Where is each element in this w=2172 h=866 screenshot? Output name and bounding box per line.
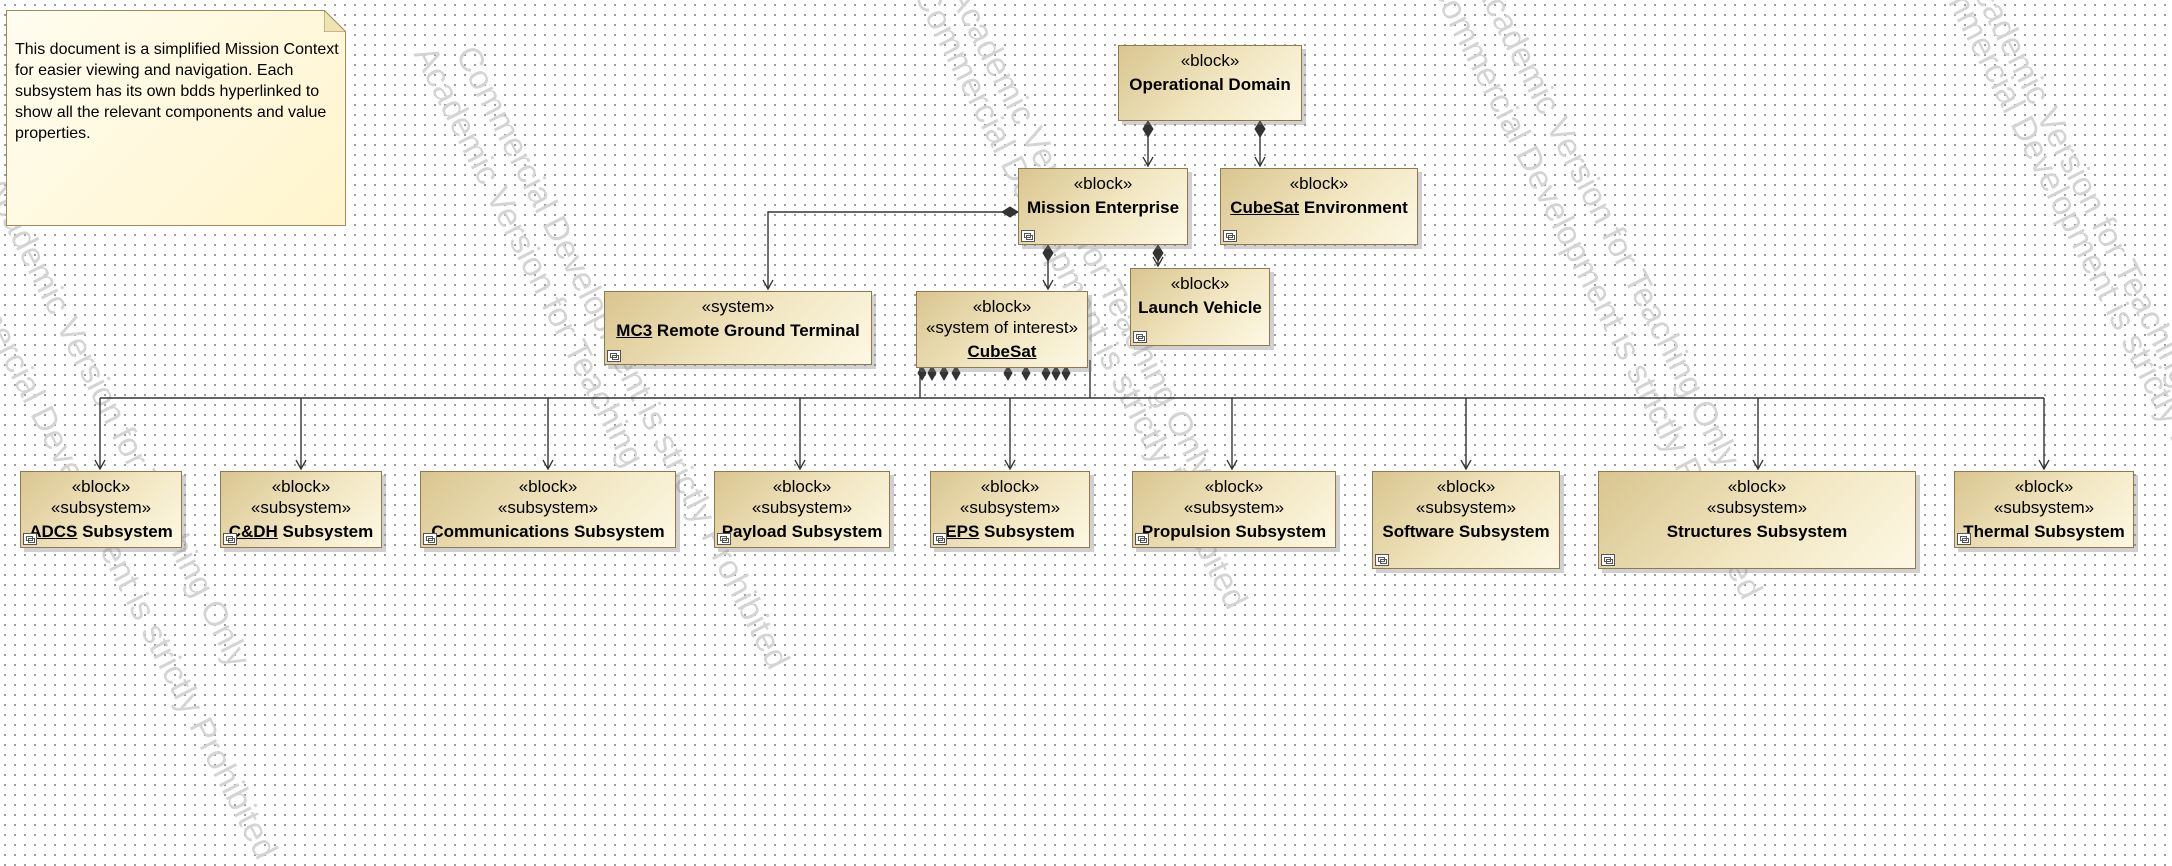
block-software-subsystem[interactable]: «block» «subsystem» Software Subsystem [1372, 471, 1560, 569]
block-adcs-subsystem[interactable]: «block» «subsystem» ADCS Subsystem [20, 471, 182, 548]
diagram-note: This document is a simplified Mission Co… [6, 10, 346, 226]
block-name: Operational Domain [1129, 75, 1291, 94]
block-propulsion-subsystem[interactable]: «block» «subsystem» Propulsion Subsystem [1132, 471, 1336, 548]
diagram-link-icon[interactable] [1135, 533, 1149, 545]
stereotype-label: «block» [271, 477, 331, 496]
hyperlink-name[interactable]: CubeSat [967, 342, 1037, 361]
hyperlink-name[interactable]: ADCS [29, 522, 78, 541]
stereotype-label: «block» [1073, 174, 1133, 193]
block-name: CubeSat [917, 340, 1087, 364]
block-payload-subsystem[interactable]: «block» «subsystem» Payload Subsystem [714, 471, 890, 548]
stereotype-label: «subsystem» [1183, 498, 1285, 517]
block-name: CubeSat Environment [1230, 198, 1408, 217]
diagram-link-icon[interactable] [933, 533, 947, 545]
stereotype-label: «block» [972, 297, 1032, 316]
block-name: ADCS Subsystem [29, 522, 173, 541]
stereotype-label: «subsystem» [959, 498, 1061, 517]
block-name: Software Subsystem [1382, 522, 1550, 541]
block-communications-subsystem[interactable]: «block» «subsystem» Communications Subsy… [420, 471, 676, 548]
diagram-link-icon[interactable] [223, 533, 237, 545]
diagram-link-icon[interactable] [1021, 230, 1035, 242]
stereotype-label: «subsystem» [497, 498, 599, 517]
note-fold-corner [324, 10, 346, 32]
stereotype-label: «block» [980, 477, 1040, 496]
block-name: Mission Enterprise [1026, 198, 1180, 217]
block-name: Thermal Subsystem [1963, 522, 2125, 541]
block-launch-vehicle[interactable]: «block» Launch Vehicle [1130, 268, 1270, 346]
block-name: Communications Subsystem [431, 522, 665, 541]
diagram-link-icon[interactable] [23, 533, 37, 545]
stereotype-label: «system of interest» [925, 318, 1079, 337]
hyperlink-name[interactable]: CubeSat [1230, 198, 1300, 217]
stereotype-label: «subsystem» [1706, 498, 1808, 517]
block-mission-enterprise[interactable]: «block» Mission Enterprise [1018, 168, 1188, 245]
block-name: C&DH Subsystem [228, 522, 374, 541]
block-name: EPS Subsystem [945, 522, 1075, 541]
block-operational-domain[interactable]: «block» Operational Domain [1118, 45, 1302, 121]
diagram-link-icon[interactable] [1601, 554, 1615, 566]
note-text: This document is a simplified Mission Co… [15, 41, 339, 142]
stereotype-label: «block» [518, 477, 578, 496]
block-remote-ground-terminal[interactable]: «system» MC3 Remote Ground Terminal [604, 291, 872, 365]
block-name: Structures Subsystem [1666, 522, 1848, 541]
stereotype-label: «block» [71, 477, 131, 496]
stereotype-label: «block» [772, 477, 832, 496]
stereotype-label: «system» [701, 297, 775, 316]
stereotype-label: «subsystem» [1415, 498, 1517, 517]
block-cubesat-environment[interactable]: «block» CubeSat Environment [1220, 168, 1418, 245]
stereotype-label: «subsystem» [50, 498, 152, 517]
block-thermal-subsystem[interactable]: «block» «subsystem» Thermal Subsystem [1954, 471, 2134, 548]
block-cdh-subsystem[interactable]: «block» «subsystem» C&DH Subsystem [220, 471, 382, 548]
stereotype-label: «block» [1436, 477, 1496, 496]
block-eps-subsystem[interactable]: «block» «subsystem» EPS Subsystem [930, 471, 1090, 548]
stereotype-label: «subsystem» [1993, 498, 2095, 517]
block-cubesat[interactable]: «block» «system of interest» CubeSat [916, 291, 1088, 368]
hyperlink-name[interactable]: EPS [945, 522, 980, 541]
hyperlink-name[interactable]: C&DH [228, 522, 278, 541]
stereotype-label: «block» [1289, 174, 1349, 193]
block-name: MC3 Remote Ground Terminal [616, 321, 860, 340]
diagram-link-icon[interactable] [607, 350, 621, 362]
stereotype-label: «subsystem» [751, 498, 853, 517]
diagram-link-icon[interactable] [423, 533, 437, 545]
diagram-link-icon[interactable] [717, 533, 731, 545]
stereotype-label: «block» [1180, 51, 1240, 70]
diagram-link-icon[interactable] [1133, 331, 1147, 343]
stereotype-label: «block» [2014, 477, 2074, 496]
hyperlink-name[interactable]: MC3 [616, 321, 653, 340]
block-structures-subsystem[interactable]: «block» «subsystem» Structures Subsystem [1598, 471, 1916, 569]
diagram-link-icon[interactable] [1223, 230, 1237, 242]
block-name: Propulsion Subsystem [1141, 522, 1327, 541]
stereotype-label: «subsystem» [250, 498, 352, 517]
stereotype-label: «block» [1204, 477, 1264, 496]
diagram-link-icon[interactable] [1375, 554, 1389, 566]
stereotype-label: «block» [1170, 274, 1230, 293]
block-name: Launch Vehicle [1138, 298, 1262, 317]
diagram-link-icon[interactable] [1957, 533, 1971, 545]
block-name: Payload Subsystem [721, 522, 883, 541]
stereotype-label: «block» [1727, 477, 1787, 496]
